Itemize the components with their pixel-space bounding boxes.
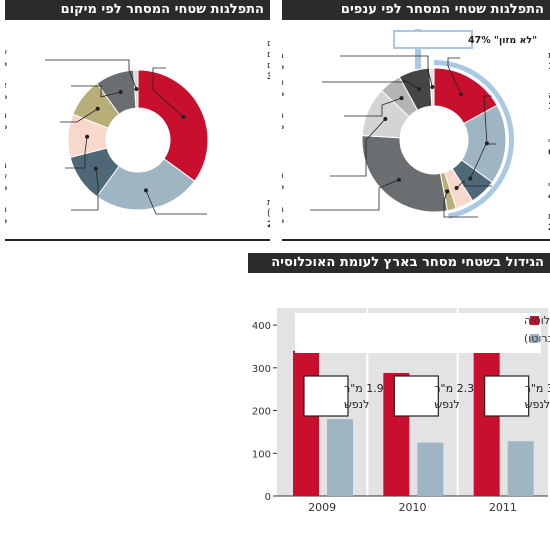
- pie-sector: "לא מזון" 47% ציוד לבית17% הלבשה והנעלה18%…: [282, 29, 550, 241]
- sector-pct-7: 5%: [282, 122, 284, 132]
- sector-pct-6: 11%: [282, 182, 284, 192]
- callout-line1-2011: 3 מ"ר: [525, 382, 550, 395]
- location-label-0-2: ועירוניים: [267, 60, 270, 71]
- sector-pct-2: 6%: [548, 148, 550, 158]
- location-leader-5: [71, 85, 121, 98]
- legend-label-1: תוספת שטחי מסחר (*מ"ר ברוטו): [524, 332, 550, 345]
- location-pct-2: 11%: [5, 216, 7, 226]
- callout-line1-2010: 2.3 מ"ר: [434, 382, 474, 395]
- sector-slice-5: [361, 134, 449, 213]
- y-tick-label-3: 300: [252, 364, 271, 375]
- location-pct-4: 9%: [5, 122, 7, 132]
- sector-leader-8: [322, 79, 420, 90]
- legend-swatch-0: [530, 316, 539, 325]
- sector-label-7-0: חנויות ריקות: [282, 110, 284, 121]
- bar-אוכלוסיה-2009: [293, 350, 319, 496]
- title-growth: הגידול בשטחי מסחר בארץ לעומת האוכלוסיה: [248, 253, 550, 273]
- location-label-3-0: מרכזים: [5, 160, 7, 171]
- callout-line2-2009: לנפש: [344, 398, 369, 411]
- bar-תוספת שטחי מסחר (*מ"ר ברוטו)-2009: [327, 419, 353, 496]
- callout-line1-2009: 1.9 מ"ר: [344, 382, 384, 395]
- sector-leader-1: [483, 95, 492, 144]
- x-tick-label-2011: 2011: [489, 501, 517, 514]
- sector-pct-3: 4%: [548, 192, 550, 202]
- callout-line2-2010: לנפש: [434, 398, 459, 411]
- panel-growth: הגידול בשטחי מסחר בארץ לעומת האוכלוסיה 0…: [248, 253, 550, 545]
- sector-dot-7: [399, 96, 404, 101]
- location-label-0-1: אזוריים: [267, 49, 270, 60]
- sector-label-2-0: מוצרי פנאי: [548, 136, 550, 147]
- panel-sector: התפלגות שטחי המסחר לפי ענפים "לא מזון" 4…: [282, 0, 550, 245]
- location-leader-4: [60, 108, 98, 123]
- x-tick-label-2009: 2009: [308, 501, 336, 514]
- legend-box: [295, 313, 541, 353]
- non-food-note: "לא מזון" 47%: [468, 35, 537, 46]
- panel-location: התפלגות שטחי המסחר לפי מיקום מרכזים מסחר…: [5, 0, 270, 245]
- sector-pct-8: 7%: [282, 89, 284, 99]
- location-leader-6: [45, 59, 137, 90]
- location-label-6-0: שווקים: [5, 47, 7, 58]
- non-food-note-box: [393, 30, 473, 49]
- location-leader-3: [65, 136, 88, 169]
- location-label-1-1: (כולל בשכונות): [267, 208, 270, 219]
- location-label-3-1: שכונתיים: [5, 171, 7, 182]
- sector-label-8-0: הסעדה: [282, 77, 284, 88]
- location-leader-2: [71, 168, 99, 211]
- location-label-5-0: אזורי תעשייה: [5, 80, 7, 91]
- y-tick-label-2: 200: [252, 407, 271, 418]
- location-pct-3: 10%: [5, 183, 7, 193]
- sector-leader-0: [447, 57, 462, 95]
- title-location: התפלגות שטחי המסחר לפי מיקום: [5, 0, 270, 20]
- sector-label-0-0: ציוד לבית: [548, 50, 550, 61]
- sector-leader-2: [469, 143, 496, 179]
- callout-box-2009: [303, 375, 349, 417]
- location-pct-6: 1%: [5, 59, 7, 69]
- y-tick-label-1: 100: [252, 449, 271, 460]
- y-tick-label-4: 400: [252, 321, 271, 332]
- bar-תוספת שטחי מסחר (*מ"ר ברוטו)-2010: [417, 442, 444, 496]
- callout-box-2010: [393, 375, 439, 417]
- location-leader-0: [152, 67, 184, 118]
- legend-label-0: אוכלוסיה: [524, 314, 550, 327]
- y-tick-label-0: 0: [265, 492, 271, 503]
- location-label-4-0: מרכזי ערים: [5, 110, 7, 121]
- sector-pct-4: 2%: [548, 223, 550, 233]
- bar-chart-growth: 0 100 200 300 400 1.9 מ"ר לנפש 2009 2.3 מ"ר לנפש 2…: [252, 308, 550, 514]
- x-tick-label-2010: 2010: [399, 501, 427, 514]
- sector-dot-4: [445, 189, 450, 194]
- sector-pct-0: 17%: [548, 62, 550, 72]
- location-label-1-0: רחובות: [267, 197, 270, 208]
- sector-label-4-0: מוצרים נוספים: [548, 211, 550, 222]
- sector-label-6-0: חנויות שירות: [282, 170, 284, 181]
- sector-leader-5: [310, 179, 400, 211]
- sector-pct-1: 18%: [548, 102, 550, 112]
- location-label-2-0: מרחב כפרי: [5, 204, 7, 215]
- location-label-0-0: מרכזים מסחריים: [267, 38, 270, 49]
- sector-pct-9: 1%: [282, 62, 284, 72]
- sector-leader-7: [344, 97, 402, 117]
- location-pct-5: 9%: [5, 92, 7, 102]
- location-pct-1: 25%: [267, 220, 270, 230]
- sector-leader-6: [330, 118, 386, 177]
- title-sector: התפלגות שטחי המסחר לפי ענפים: [282, 0, 550, 20]
- callout-box-2011: [484, 375, 530, 417]
- sector-label-5-0: מזון: [282, 204, 284, 215]
- sector-label-1-0: הלבשה והנעלה: [548, 90, 550, 101]
- location-slice-0: [137, 69, 209, 182]
- sector-label-9-0: בילוי ופנאי: [282, 50, 284, 61]
- sector-leader-3: [456, 180, 492, 189]
- location-pct-0: 35%: [267, 72, 270, 82]
- sector-pct-5: 29%: [282, 216, 284, 226]
- bar-תוספת שטחי מסחר (*מ"ר ברוטו)-2011: [507, 441, 534, 496]
- location-leader-1: [145, 190, 207, 215]
- legend-swatch-1: [530, 334, 539, 343]
- location-slice-1: [96, 158, 196, 211]
- sector-label-3-0: בריאות ויופי: [548, 180, 550, 191]
- sector-leader-9: [340, 55, 433, 88]
- callout-line2-2011: לנפש: [525, 398, 550, 411]
- sector-leader-4: [443, 191, 478, 218]
- pie-location: מרכזים מסחרייםאזורייםועירוניים35% רחובות(…: [5, 38, 270, 241]
